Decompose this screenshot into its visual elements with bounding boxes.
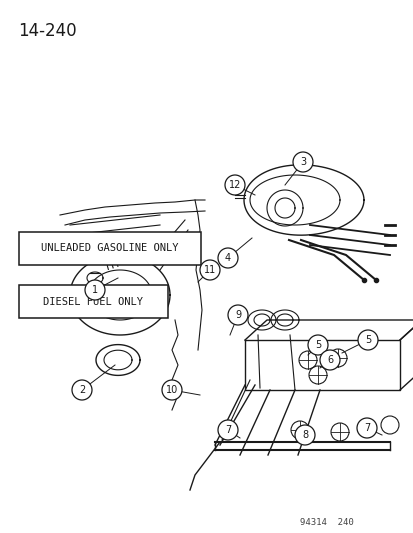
Text: 11: 11 <box>203 265 216 275</box>
Text: 3: 3 <box>299 157 305 167</box>
Circle shape <box>85 280 105 300</box>
Text: 5: 5 <box>314 340 320 350</box>
Circle shape <box>228 305 247 325</box>
Text: 2: 2 <box>79 385 85 395</box>
Text: 7: 7 <box>363 423 369 433</box>
Circle shape <box>294 425 314 445</box>
Circle shape <box>72 380 92 400</box>
Text: UNLEADED GASOLINE ONLY: UNLEADED GASOLINE ONLY <box>41 244 178 253</box>
Circle shape <box>218 248 237 268</box>
Text: 10: 10 <box>166 385 178 395</box>
Circle shape <box>307 335 327 355</box>
Text: 9: 9 <box>234 310 240 320</box>
Text: 94314  240: 94314 240 <box>299 518 353 527</box>
Text: 4: 4 <box>224 253 230 263</box>
Text: 6: 6 <box>326 355 332 365</box>
Text: 14-240: 14-240 <box>18 22 76 40</box>
Text: 7: 7 <box>224 425 230 435</box>
Text: DIESEL FUEL ONLY: DIESEL FUEL ONLY <box>43 297 143 306</box>
Text: 8: 8 <box>301 430 307 440</box>
Circle shape <box>357 330 377 350</box>
Circle shape <box>218 420 237 440</box>
Bar <box>19 232 200 265</box>
Circle shape <box>161 380 182 400</box>
Circle shape <box>199 260 219 280</box>
Text: 1: 1 <box>92 285 98 295</box>
Circle shape <box>356 418 376 438</box>
Circle shape <box>224 175 244 195</box>
Circle shape <box>292 152 312 172</box>
Text: 12: 12 <box>228 180 241 190</box>
Text: 5: 5 <box>364 335 370 345</box>
Bar <box>19 285 167 318</box>
Circle shape <box>319 350 339 370</box>
